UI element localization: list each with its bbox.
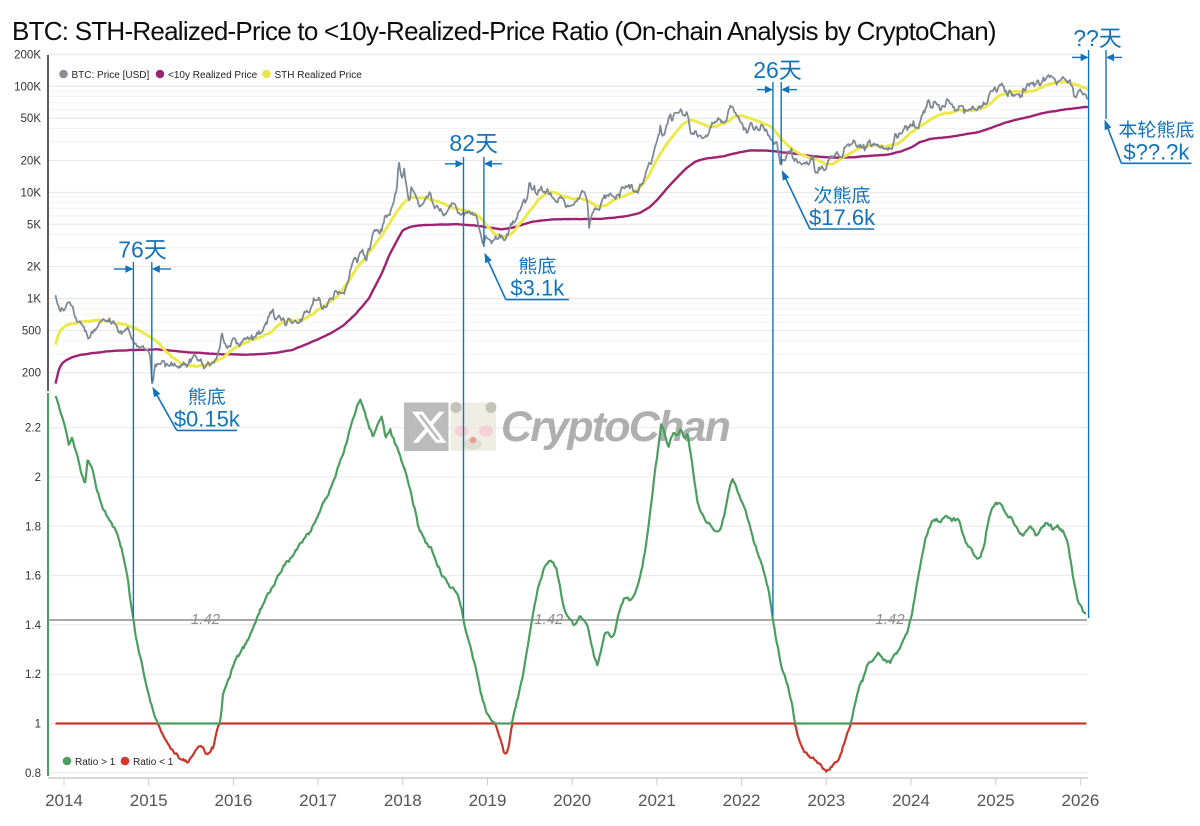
svg-text:2025: 2025 (977, 791, 1015, 810)
svg-text:2K: 2K (27, 262, 41, 274)
svg-text:26: 26 (753, 57, 779, 83)
svg-text:1.2: 1.2 (25, 669, 41, 681)
svg-text:2023: 2023 (807, 791, 845, 810)
svg-text:2024: 2024 (892, 791, 930, 810)
svg-text:1: 1 (35, 719, 41, 731)
svg-text:10K: 10K (21, 187, 42, 199)
svg-text:<10y Realized Price: <10y Realized Price (168, 70, 258, 81)
svg-text:2015: 2015 (130, 791, 168, 810)
svg-text:1.42: 1.42 (191, 611, 221, 628)
svg-text:2016: 2016 (214, 791, 252, 810)
svg-text:500: 500 (22, 325, 41, 337)
svg-text:2020: 2020 (553, 791, 591, 810)
svg-text:2: 2 (35, 472, 41, 484)
svg-text:76: 76 (118, 236, 144, 262)
svg-text:2.2: 2.2 (25, 423, 41, 435)
svg-text:1.6: 1.6 (25, 571, 41, 583)
svg-text:$0.15k: $0.15k (174, 406, 241, 431)
svg-text:2022: 2022 (723, 791, 761, 810)
svg-text:0.8: 0.8 (25, 768, 41, 780)
svg-text:1.4: 1.4 (25, 620, 42, 632)
svg-text:1.8: 1.8 (25, 521, 41, 533)
svg-text:200K: 200K (14, 49, 41, 61)
svg-text:2018: 2018 (384, 791, 422, 810)
svg-text:50K: 50K (21, 113, 42, 125)
svg-text:$3.1k: $3.1k (510, 276, 565, 301)
svg-text:2017: 2017 (299, 791, 337, 810)
svg-text:BTC: STH-Realized-Price to <10: BTC: STH-Realized-Price to <10y-Realized… (12, 16, 996, 46)
svg-text:1K: 1K (27, 294, 41, 306)
svg-text:2021: 2021 (638, 791, 676, 810)
svg-text:1.42: 1.42 (875, 611, 905, 628)
svg-text:Ratio > 1: Ratio > 1 (75, 757, 116, 768)
svg-text:100K: 100K (14, 81, 41, 93)
svg-text:2019: 2019 (469, 791, 507, 810)
svg-text:??: ?? (1073, 25, 1099, 51)
svg-text:Ratio < 1: Ratio < 1 (133, 757, 174, 768)
svg-text:2014: 2014 (45, 791, 83, 810)
svg-text:5K: 5K (27, 219, 41, 231)
svg-text:BTC: Price [USD]: BTC: Price [USD] (72, 70, 150, 81)
svg-text:$??.?k: $??.?k (1123, 139, 1190, 164)
svg-text:CryptoChan: CryptoChan (501, 403, 730, 451)
svg-text:1.42: 1.42 (534, 611, 564, 628)
svg-text:$17.6k: $17.6k (809, 205, 876, 230)
svg-text:2026: 2026 (1061, 791, 1099, 810)
svg-text:82: 82 (449, 130, 475, 156)
svg-text:200: 200 (22, 368, 41, 380)
svg-text:STH Realized Price: STH Realized Price (275, 70, 363, 81)
svg-text:20K: 20K (21, 155, 42, 167)
